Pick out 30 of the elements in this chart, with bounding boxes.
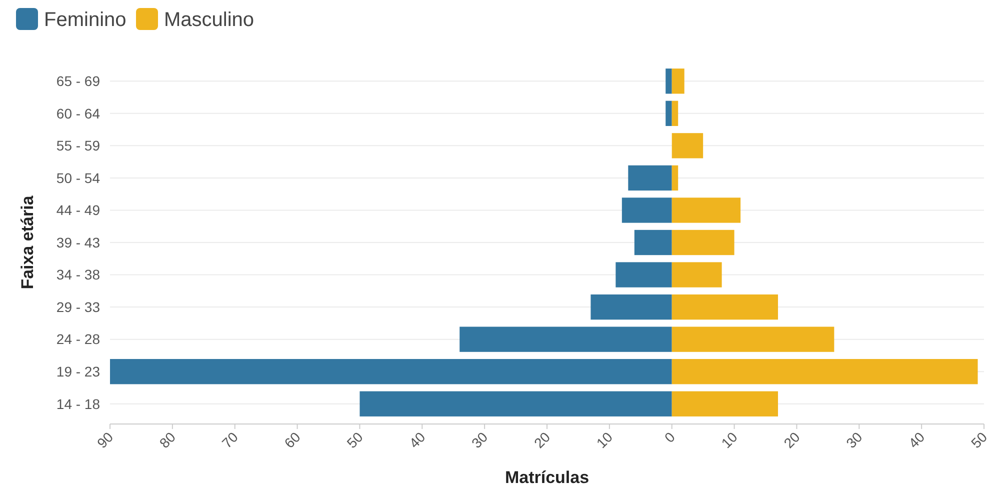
y-tick-label: 39 - 43 [56, 234, 100, 250]
x-tick-label: 90 [94, 428, 116, 452]
x-axis-title: Matrículas [504, 468, 590, 487]
x-tick-label: 40 [905, 428, 928, 452]
x-tick-label: 60 [281, 428, 304, 452]
y-tick-label: 55 - 59 [56, 138, 100, 154]
x-tick-label: 10 [593, 428, 616, 452]
legend-label: Masculino [164, 9, 254, 31]
y-tick-label: 29 - 33 [56, 298, 100, 315]
y-tick-label: 14 - 18 [56, 396, 100, 412]
x-tick-label: 30 [468, 428, 491, 452]
y-tick-label: 34 - 38 [56, 266, 100, 283]
y-tick-label: 44 - 49 [56, 202, 100, 218]
x-tick-label: 30 [842, 428, 866, 452]
y-axis-title: Faixa etária [18, 195, 37, 290]
x-tick-label: 50 [968, 428, 990, 452]
y-tick-label: 50 - 54 [56, 170, 100, 186]
x-tick-label: 20 [530, 428, 554, 452]
y-tick-label: 19 - 23 [56, 363, 100, 380]
x-tick-label: 40 [406, 428, 428, 452]
x-tick-label: 0 [661, 428, 678, 446]
y-tick-label: 60 - 64 [56, 105, 100, 122]
x-tick-label: 50 [344, 428, 366, 452]
y-tick-label: 24 - 28 [56, 331, 100, 348]
x-tick-label: 80 [156, 428, 179, 452]
x-tick-label: 10 [718, 428, 741, 452]
legend-label: Feminino [44, 9, 126, 31]
x-tick-label: 70 [218, 428, 242, 452]
y-tick-label: 65 - 69 [56, 73, 100, 90]
x-tick-label: 20 [780, 428, 803, 452]
